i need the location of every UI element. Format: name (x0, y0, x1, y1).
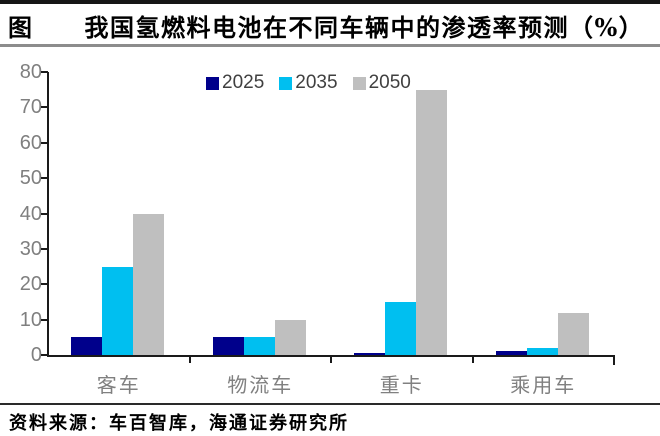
x-axis-line (47, 355, 615, 357)
title-divider-rule (0, 44, 660, 47)
y-axis-tick-label: 80 (19, 61, 42, 83)
y-axis-tick-label: 30 (19, 237, 42, 260)
x-axis-category-label: 重卡 (379, 373, 424, 397)
bar-2025-cat1 (71, 337, 103, 355)
y-axis-tick-label: 70 (19, 96, 42, 119)
x-axis-category-label: 客车 (96, 373, 141, 397)
y-axis-tick-label: 50 (19, 167, 42, 190)
legend-swatch-icon (279, 76, 293, 90)
y-axis-tick-label: 20 (19, 273, 42, 296)
legend-item-2035: 2035 (279, 72, 338, 94)
y-axis-tick-mark (41, 71, 48, 73)
bar-2025-cat4 (495, 351, 527, 355)
bar-2025-cat3 (354, 353, 386, 355)
legend-label: 2050 (368, 72, 411, 93)
legend-item-2050: 2050 (352, 72, 411, 94)
bar-2050-cat1 (133, 213, 165, 355)
y-axis-tick-label: 0 (30, 344, 42, 366)
chart-legend: 2025 2035 2050 (206, 72, 411, 94)
y-axis-tick-mark (41, 141, 48, 144)
top-border-rule (0, 0, 660, 4)
x-axis-tick-mark (188, 357, 191, 363)
y-axis-tick-mark (41, 318, 48, 321)
page-title: 图 我国氢燃料电池在不同车辆中的渗透率预测（%） (8, 13, 645, 42)
bar-2050-cat4 (557, 312, 589, 355)
y-axis-tick-label: 60 (19, 131, 42, 154)
y-axis-tick-mark (41, 177, 48, 180)
bar-2035-cat1 (102, 266, 134, 355)
bar-2025-cat2 (212, 337, 244, 355)
legend-label: 2025 (222, 72, 265, 93)
y-axis-tick-mark (41, 106, 48, 109)
bar-2050-cat3 (416, 89, 448, 355)
y-axis-tick-mark (41, 354, 48, 356)
legend-item-2025: 2025 (206, 72, 264, 94)
bar-2050-cat2 (274, 319, 306, 355)
x-axis-tick-mark (471, 357, 474, 363)
x-axis-tick-mark (613, 357, 615, 365)
y-axis-tick-mark (41, 247, 48, 250)
y-axis-tick-mark (41, 212, 48, 215)
y-axis-line (47, 72, 49, 357)
x-axis-tick-mark (330, 357, 332, 363)
bar-2035-cat2 (243, 337, 275, 355)
legend-swatch-icon (352, 76, 366, 90)
source-note: 资料来源：车百智库，海通证券研究所 (9, 413, 349, 434)
y-axis-tick-label: 40 (19, 202, 42, 225)
legend-label: 2035 (295, 72, 338, 93)
footer-divider-rule (0, 403, 660, 405)
y-axis-tick-mark (41, 283, 48, 286)
bar-2035-cat3 (385, 301, 417, 355)
legend-swatch-icon (206, 76, 219, 90)
bar-2035-cat4 (526, 347, 558, 355)
x-axis-category-label: 乘用车 (510, 373, 577, 397)
x-axis-category-label: 物流车 (227, 373, 294, 397)
y-axis-tick-label: 10 (19, 308, 42, 331)
